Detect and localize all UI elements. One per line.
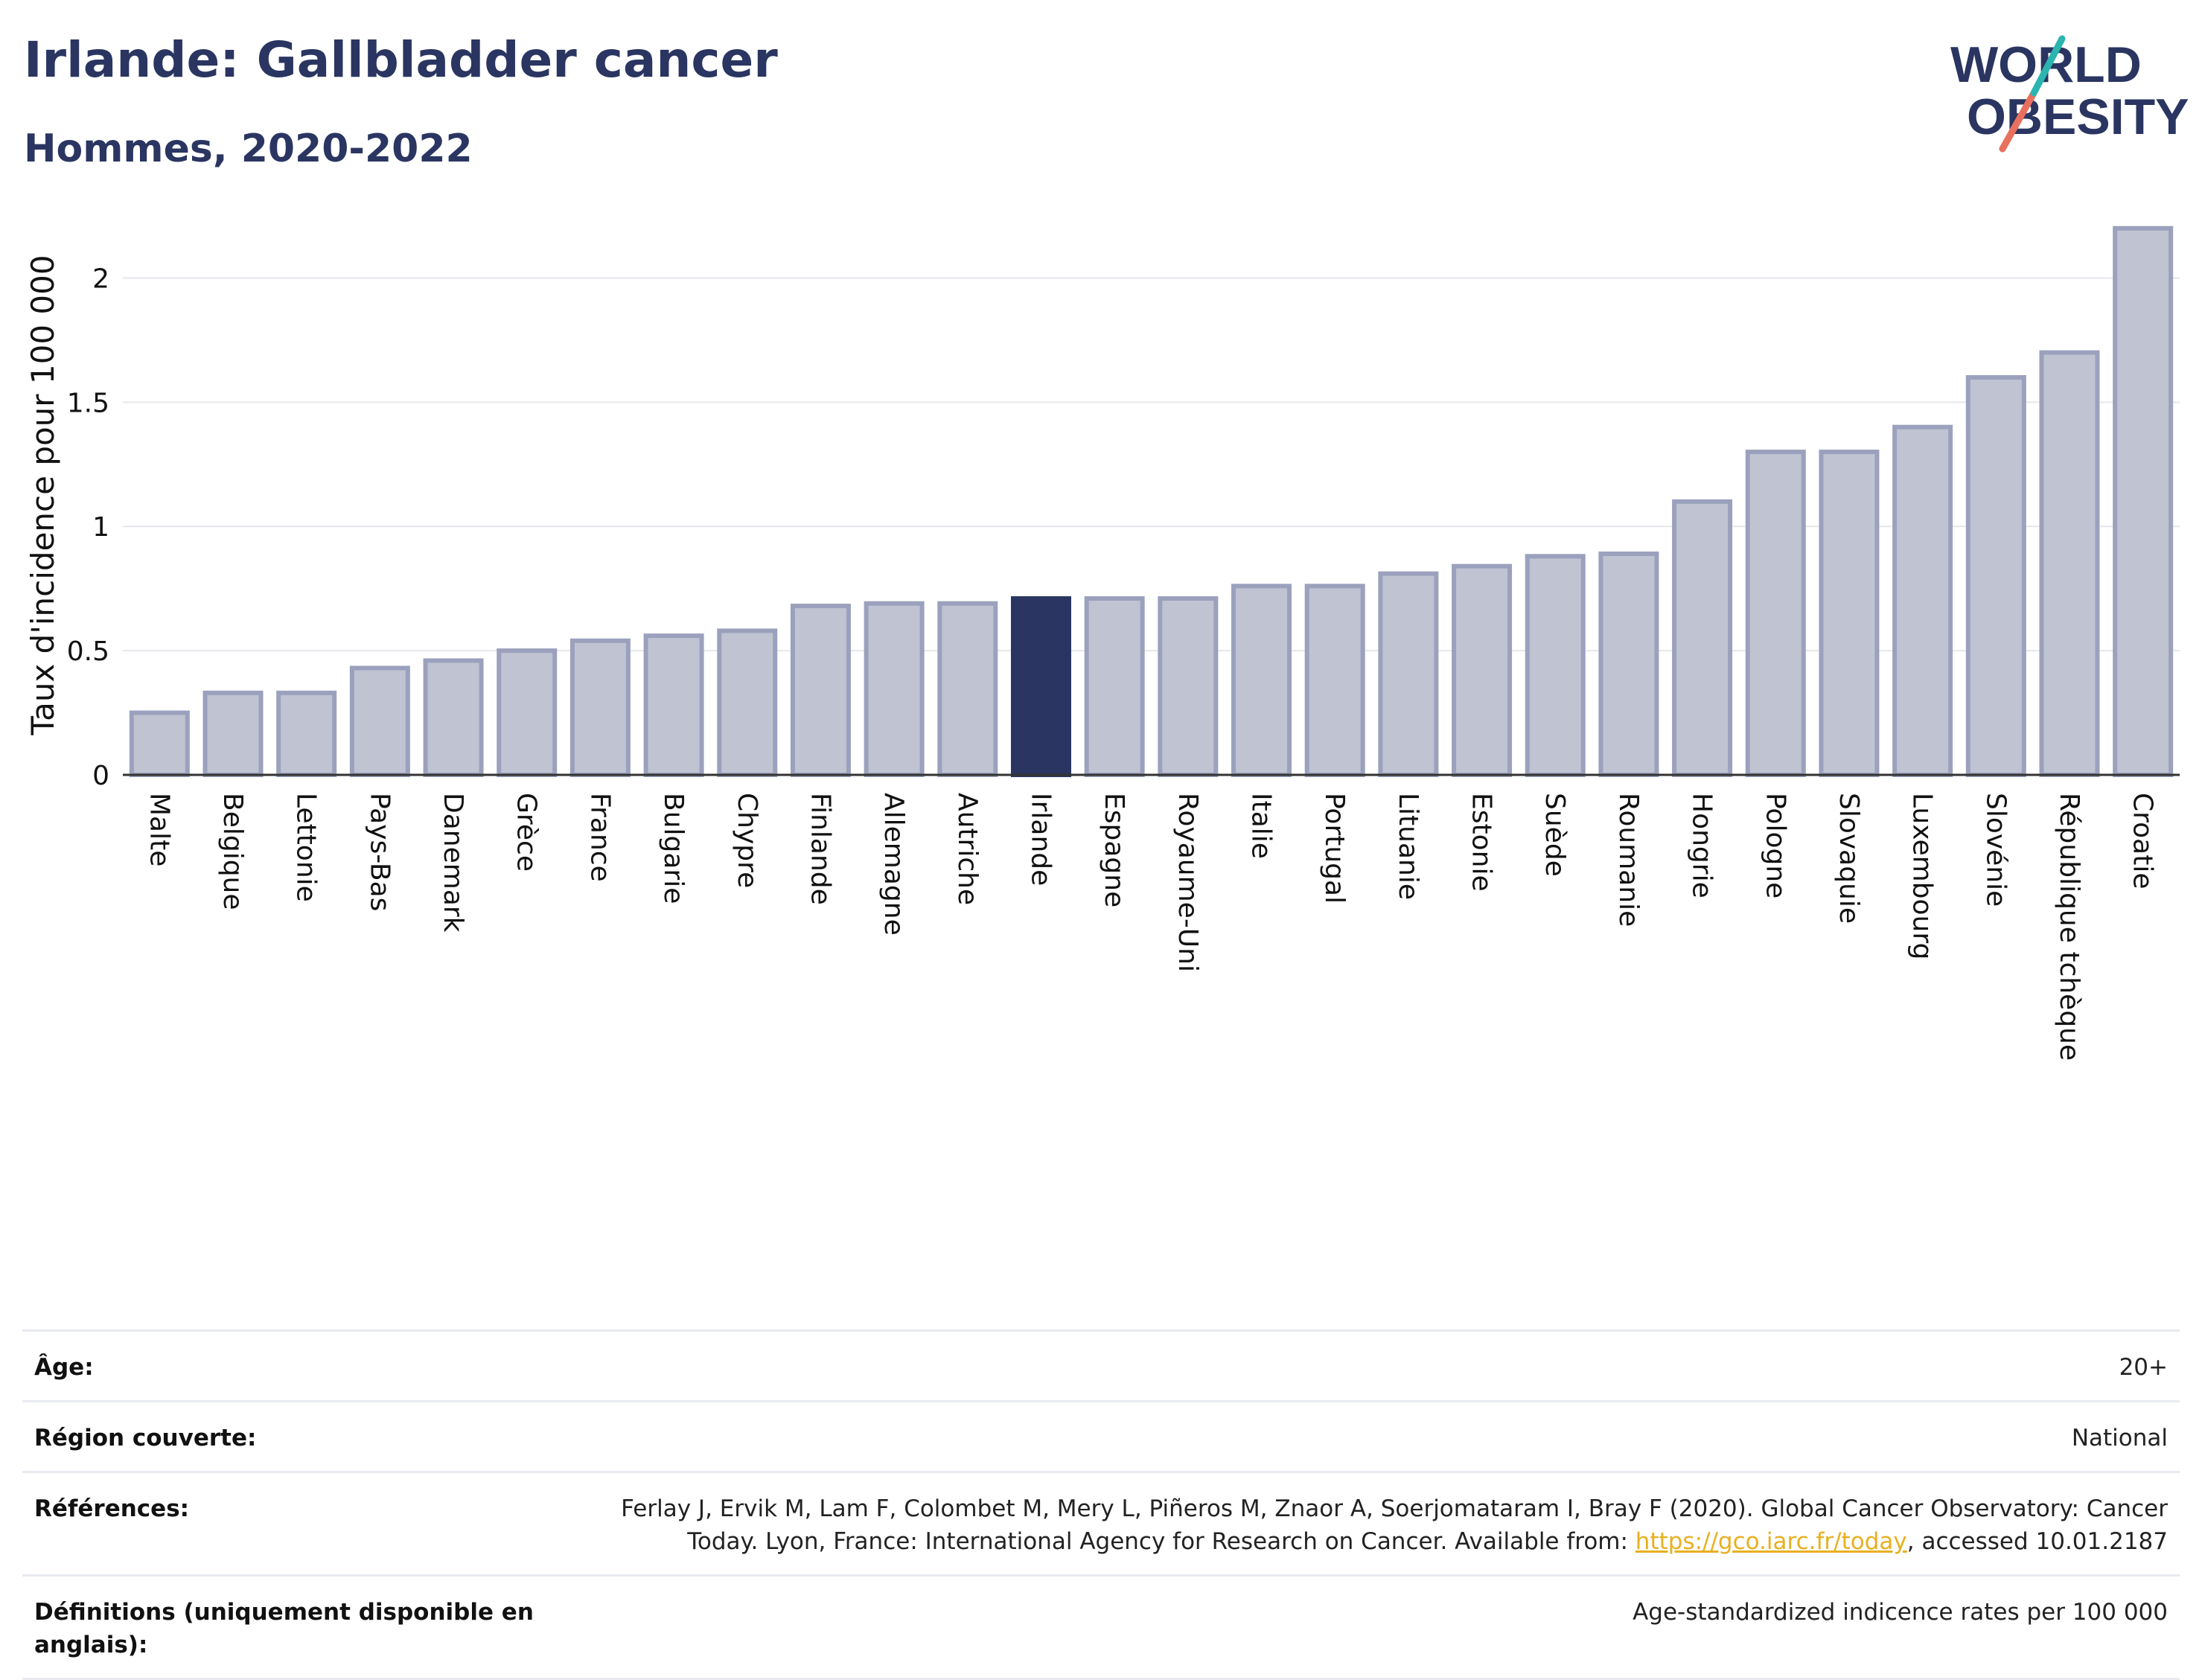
x-tick-label: Finlande xyxy=(805,793,835,905)
x-tick-label: Luxembourg xyxy=(1907,793,1938,959)
x-tick-label: Suède xyxy=(1539,793,1570,877)
reference-suffix: , accessed 10.01.2187 xyxy=(1906,1528,2168,1555)
bar xyxy=(1892,424,1953,777)
logo-line-2: OBESITY xyxy=(1967,89,2189,145)
y-tick-label: 1.5 xyxy=(67,388,109,418)
bar xyxy=(497,648,558,777)
x-tick-label: Lettonie xyxy=(291,793,322,902)
y-tick-labels: 0 0.5 1 1.5 2 xyxy=(67,264,109,791)
bar xyxy=(1965,374,2026,777)
info-row-definitions: Définitions (uniquement disponible en an… xyxy=(22,1577,2180,1680)
info-row-age: Âge: 20+ xyxy=(22,1332,2180,1402)
bar xyxy=(1084,596,1145,777)
bar-highlighted xyxy=(1010,596,1071,777)
info-value: Age-standardized indicence rates per 100… xyxy=(1633,1599,2168,1626)
x-tick-label: République tchèque xyxy=(2054,793,2084,1061)
chart-title: Irlande: Gallbladder cancer xyxy=(24,31,778,89)
x-tick-labels: Malte Belgique Lettonie Pays-Bas Danemark Grè… xyxy=(144,793,2157,1061)
info-label: Région couverte: xyxy=(34,1425,257,1451)
x-tick-label: Belgique xyxy=(217,793,248,910)
bar xyxy=(1672,499,1733,777)
info-label: Âge: xyxy=(34,1354,94,1381)
x-tick-label: Malte xyxy=(144,793,174,866)
y-tick-label: 1 xyxy=(92,512,109,543)
chart-subtitle: Hommes, 2020-2022 xyxy=(24,127,473,171)
info-value: National xyxy=(2071,1425,2168,1451)
x-tick-label: Grèce xyxy=(511,793,542,872)
info-value: 20+ xyxy=(2119,1354,2168,1381)
bar xyxy=(129,710,190,777)
bar xyxy=(276,690,337,777)
world-obesity-logo: WORLD OBESITY xyxy=(1950,35,2189,153)
x-tick-label: Portugal xyxy=(1319,793,1350,904)
bar xyxy=(1452,563,1513,777)
bar xyxy=(790,604,851,778)
info-label: Références: xyxy=(34,1495,190,1522)
x-tick-label: Slovaquie xyxy=(1834,793,1864,924)
info-label: Définitions (uniquement disponible en an… xyxy=(34,1599,534,1658)
x-tick-label: Royaume-Uni xyxy=(1172,793,1203,972)
bar xyxy=(1304,584,1365,778)
x-tick-label: Slovénie xyxy=(1980,793,2011,907)
info-row-references: Références: Ferlay J, Ervik M, Lam F, Co… xyxy=(22,1473,2180,1577)
bar xyxy=(1378,571,1439,777)
y-tick-label: 0.5 xyxy=(67,636,109,667)
reference-link[interactable]: https://gco.iarc.fr/today xyxy=(1635,1528,1907,1555)
bar xyxy=(2113,226,2174,777)
x-tick-label: Autriche xyxy=(952,793,983,905)
bar xyxy=(1745,450,1806,777)
bar xyxy=(1819,450,1880,777)
bar xyxy=(569,638,631,778)
x-tick-label: Bulgarie xyxy=(658,793,689,904)
x-tick-label: Hongrie xyxy=(1687,793,1717,898)
info-row-region: Région couverte: National xyxy=(22,1402,2180,1473)
x-tick-label: Allemagne xyxy=(878,793,909,936)
x-tick-label: Pays-Bas xyxy=(364,793,395,911)
reference-text: Ferlay J, Ervik M, Lam F, Colombet M, Me… xyxy=(621,1495,2168,1555)
x-tick-label: Lituanie xyxy=(1393,793,1423,900)
bar xyxy=(423,658,484,777)
x-tick-label: Danemark xyxy=(438,793,468,933)
bar xyxy=(717,628,778,777)
x-tick-label: France xyxy=(584,793,615,882)
y-axis-label: Taux d'incidence pour 100 000 xyxy=(25,255,61,735)
bar xyxy=(643,633,704,778)
x-tick-label: Espagne xyxy=(1099,793,1129,907)
bar-chart: 0 0.5 1 1.5 2 Malte Belgique Lettonie Pays-Bas D… xyxy=(25,226,2180,1061)
x-tick-label: Pologne xyxy=(1760,793,1790,898)
x-tick-label: Italie xyxy=(1246,793,1277,859)
info-table: Âge: 20+ Région couverte: National Référ… xyxy=(22,1329,2180,1680)
bar xyxy=(202,690,264,777)
x-tick-label: Chypre xyxy=(732,793,762,888)
x-tick-label: Roumanie xyxy=(1613,793,1644,927)
bar xyxy=(1525,554,1586,778)
info-value: Ferlay J, Ervik M, Lam F, Colombet M, Me… xyxy=(560,1492,2168,1558)
bars xyxy=(129,226,2174,778)
x-tick-label: Croatie xyxy=(2128,793,2158,889)
x-tick-label: Irlande xyxy=(1025,793,1056,886)
bar xyxy=(864,601,925,778)
bar xyxy=(1158,596,1219,777)
y-tick-label: 0 xyxy=(92,761,109,791)
bar xyxy=(2039,350,2100,778)
bar xyxy=(1231,584,1292,778)
y-tick-label: 2 xyxy=(92,264,109,294)
x-tick-label: Estonie xyxy=(1467,793,1497,892)
bar xyxy=(349,665,410,778)
bar xyxy=(1598,551,1659,778)
bar xyxy=(937,601,998,778)
